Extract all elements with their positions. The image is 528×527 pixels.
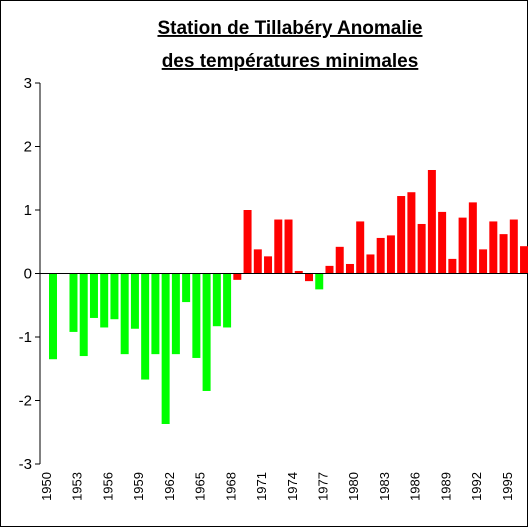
bar (325, 265, 334, 274)
chart-title: Station de Tillabéry Anomalie (157, 18, 422, 39)
x-tick-label: 1992 (469, 472, 484, 501)
bar (305, 273, 313, 282)
x-tick-label: 1959 (131, 472, 146, 501)
bar (448, 258, 457, 274)
bar (294, 270, 303, 274)
bar (100, 273, 109, 328)
y-tick-label: 1 (24, 202, 32, 219)
y-tick-label: 3 (24, 75, 32, 92)
bar (212, 273, 221, 327)
bar (356, 221, 365, 274)
x-tick-label: 1974 (285, 472, 300, 501)
bar (223, 273, 232, 328)
bar (69, 273, 78, 332)
x-tick-label: 1953 (70, 472, 85, 501)
bar (345, 263, 354, 274)
bar (192, 273, 201, 358)
x-tick-label: 1995 (500, 472, 515, 501)
bar (79, 273, 88, 357)
bar (130, 273, 139, 329)
bar (151, 273, 160, 355)
bar (335, 246, 344, 274)
bar (49, 273, 57, 360)
bar (253, 249, 262, 274)
x-tick-label: 1977 (315, 472, 330, 501)
y-tick-label: 2 (24, 139, 32, 156)
bar (243, 210, 252, 274)
bar (233, 273, 242, 280)
bar (202, 273, 211, 391)
bar (509, 219, 518, 274)
bar (284, 219, 293, 274)
chart-title: des températures minimales (162, 51, 419, 72)
bar (120, 273, 129, 355)
bar (110, 273, 119, 320)
x-tick-label: 1956 (100, 472, 115, 501)
x-tick-label: 1983 (377, 472, 392, 501)
x-tick-label: 1965 (193, 472, 208, 501)
bar (171, 273, 180, 355)
bar (366, 254, 375, 274)
bar (417, 223, 426, 274)
bar (489, 221, 498, 274)
bar (479, 249, 488, 274)
bar (141, 273, 150, 380)
bar (407, 192, 416, 274)
bar (182, 273, 191, 303)
bar (468, 202, 477, 274)
bar (427, 169, 436, 274)
bar (520, 246, 528, 274)
y-tick-label: -2 (19, 393, 32, 410)
bar (438, 211, 447, 274)
x-tick-label: 1950 (39, 472, 54, 501)
x-tick-label: 1968 (223, 472, 238, 501)
bar (458, 217, 467, 274)
x-tick-label: 1986 (408, 472, 423, 501)
y-tick-label: -3 (19, 456, 32, 473)
x-tick-label: 1980 (346, 472, 361, 501)
y-tick-label: -1 (19, 329, 32, 346)
x-tick-label: 1989 (438, 472, 453, 501)
bar (499, 234, 508, 274)
bar (315, 273, 324, 290)
x-tick-label: 1971 (254, 472, 269, 501)
bar (386, 235, 395, 274)
bar (161, 273, 170, 424)
bar (376, 237, 385, 274)
y-tick-label: 0 (24, 266, 32, 283)
bar (89, 273, 98, 318)
bar (397, 196, 406, 274)
bar (274, 219, 283, 274)
x-tick-label: 1962 (162, 472, 177, 501)
bar (264, 256, 273, 274)
